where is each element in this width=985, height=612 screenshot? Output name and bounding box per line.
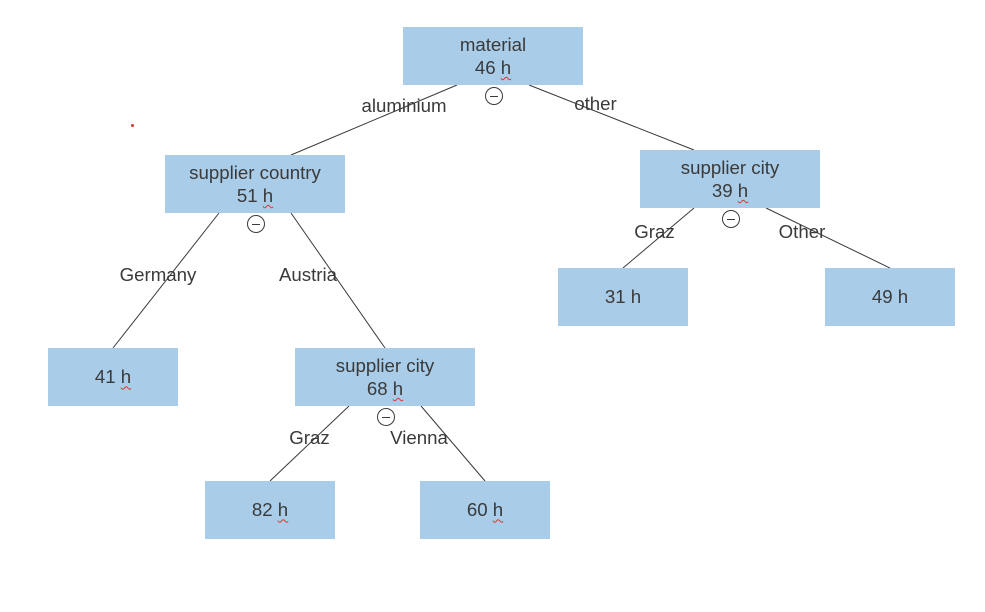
edge-label: Germany (120, 264, 197, 286)
tree-node: 49 h (825, 268, 955, 326)
node-title: supplier city (336, 354, 435, 377)
stray-marker (131, 124, 134, 127)
node-title: supplier city (681, 156, 780, 179)
node-value: 49 h (872, 285, 908, 308)
collapse-icon[interactable] (722, 210, 740, 228)
node-value: 41 h (95, 365, 131, 388)
node-value: 31 h (605, 285, 641, 308)
edge-label: Vienna (390, 427, 448, 449)
edge-label: Austria (279, 264, 337, 286)
node-value: 68 h (367, 377, 403, 400)
tree-diagram: aluminium other Germany Austria Graz Other Gra… (0, 0, 985, 612)
node-title: supplier country (189, 161, 321, 184)
edge-label: aluminium (361, 95, 446, 117)
edge-label: Other (779, 221, 826, 243)
tree-node: 41 h (48, 348, 178, 406)
tree-node: 60 h (420, 481, 550, 539)
node-value: 82 h (252, 498, 288, 521)
node-value: 60 h (467, 498, 503, 521)
node-title: material (460, 33, 526, 56)
tree-node: material46 h (403, 27, 583, 85)
node-value: 39 h (712, 179, 748, 202)
tree-node: supplier country51 h (165, 155, 345, 213)
tree-node: 31 h (558, 268, 688, 326)
edge-label: Graz (634, 221, 674, 243)
tree-node: 82 h (205, 481, 335, 539)
tree-node: supplier city39 h (640, 150, 820, 208)
edge-label: Graz (289, 427, 329, 449)
node-value: 51 h (237, 184, 273, 207)
collapse-icon[interactable] (247, 215, 265, 233)
collapse-icon[interactable] (377, 408, 395, 426)
tree-node: supplier city68 h (295, 348, 475, 406)
node-value: 46 h (475, 56, 511, 79)
collapse-icon[interactable] (485, 87, 503, 105)
edge-label: other (574, 93, 617, 115)
